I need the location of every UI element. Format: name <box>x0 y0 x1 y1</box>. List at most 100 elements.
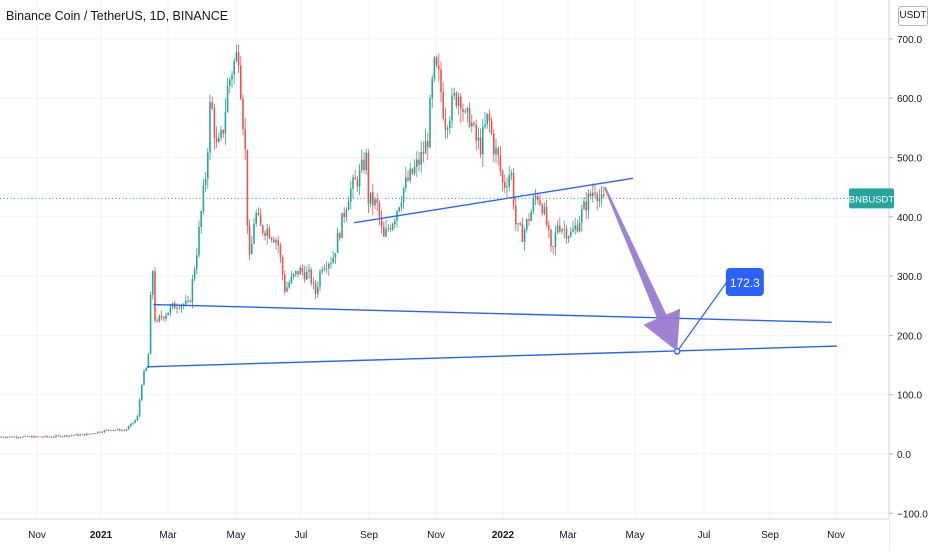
candle-body <box>543 206 546 214</box>
candle <box>592 183 594 203</box>
candle-body <box>4 437 7 439</box>
candle <box>493 129 495 163</box>
candle-body <box>116 429 119 431</box>
candle <box>81 433 84 435</box>
candle <box>270 236 273 243</box>
candle <box>50 436 53 438</box>
candle <box>215 126 218 148</box>
candle-body <box>387 228 389 230</box>
candle <box>559 217 561 234</box>
candle-body <box>176 307 178 309</box>
candle-body <box>0 436 2 438</box>
candle-body <box>178 307 180 309</box>
candle-body <box>86 433 88 436</box>
candle <box>407 170 409 183</box>
candle-body <box>574 225 576 230</box>
candle <box>567 235 570 243</box>
candle <box>35 435 37 438</box>
candle-body <box>440 69 442 93</box>
candle <box>587 189 590 219</box>
candle <box>253 217 255 245</box>
candle-body <box>325 268 328 270</box>
candle <box>92 433 95 435</box>
candle <box>530 208 532 222</box>
candle <box>204 172 207 192</box>
candle-body <box>526 219 528 230</box>
candle <box>457 92 460 115</box>
candle <box>196 247 198 275</box>
candle <box>323 264 326 272</box>
candle <box>187 295 189 304</box>
candle <box>299 265 301 275</box>
candle <box>578 216 581 233</box>
x-tick-label: Mar <box>159 530 177 541</box>
candle-body <box>460 96 462 110</box>
candle-body <box>22 436 24 438</box>
candle <box>583 197 585 210</box>
candle <box>141 383 143 402</box>
candle-body <box>130 423 132 427</box>
candle <box>125 428 128 432</box>
candle <box>189 299 191 303</box>
candle <box>97 431 99 434</box>
candle-body <box>512 173 515 206</box>
candle-body <box>97 431 99 434</box>
candle <box>39 436 42 438</box>
x-tick-label: 2021 <box>90 530 113 541</box>
candle-body <box>220 129 222 138</box>
candle <box>163 316 165 322</box>
candle <box>341 212 343 239</box>
candle <box>413 159 416 176</box>
candle <box>490 117 493 136</box>
candle <box>242 94 244 136</box>
candle-body <box>301 267 304 272</box>
candle-body <box>411 168 414 174</box>
candle-body <box>391 224 394 230</box>
candle-body <box>191 278 194 302</box>
currency-button[interactable]: USDT <box>898 6 928 26</box>
candle-body <box>581 209 583 223</box>
candle-body <box>9 436 11 438</box>
candle-body <box>127 426 130 430</box>
candle <box>319 268 321 292</box>
candle <box>167 312 169 316</box>
candle-body <box>46 435 48 437</box>
candle <box>363 151 365 174</box>
candle <box>108 429 110 431</box>
candle-body <box>257 212 260 215</box>
candle <box>517 223 519 232</box>
candle <box>169 304 172 317</box>
candle <box>339 231 341 241</box>
candle <box>61 436 64 438</box>
candle <box>501 169 504 192</box>
candle-body <box>207 152 209 179</box>
candle-body <box>112 430 114 432</box>
candle-body <box>493 133 495 155</box>
candle <box>112 430 114 432</box>
candle <box>237 44 240 73</box>
candle-body <box>299 267 301 275</box>
candle-body <box>101 432 103 433</box>
candle-body <box>446 128 449 130</box>
candle-body <box>537 196 539 201</box>
candle-body <box>589 193 592 197</box>
candle <box>372 183 374 216</box>
candle-body <box>149 294 152 354</box>
upper-trendline <box>354 177 633 224</box>
candle-body <box>292 274 295 277</box>
candle <box>334 252 337 264</box>
candle-body <box>341 212 343 238</box>
candle-body <box>451 95 453 121</box>
candle-body <box>587 193 590 211</box>
candle-body <box>237 52 240 66</box>
candle-body <box>407 177 409 181</box>
candle-body <box>383 226 385 237</box>
candle-body <box>523 229 526 242</box>
candle-body <box>143 370 145 386</box>
candle-body <box>242 98 244 130</box>
candle-body <box>594 192 596 195</box>
candle <box>229 77 231 94</box>
candle-body <box>565 228 568 239</box>
